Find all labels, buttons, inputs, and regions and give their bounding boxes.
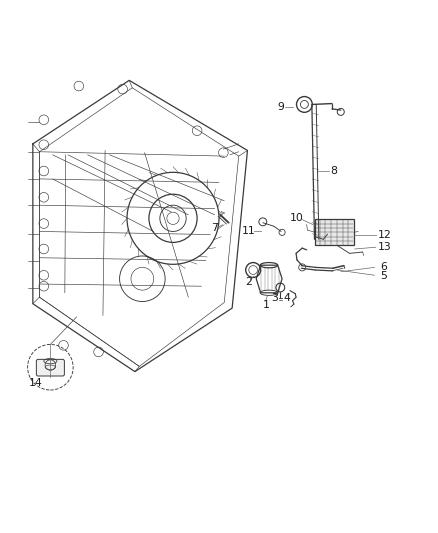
Text: 4: 4	[283, 293, 290, 303]
Text: 10: 10	[290, 213, 304, 223]
Bar	[315, 219, 354, 246]
Text: 13: 13	[378, 242, 392, 252]
Text: 2: 2	[245, 277, 252, 287]
Text: 7: 7	[211, 223, 218, 233]
Text: 14: 14	[29, 377, 43, 387]
Text: 11: 11	[242, 225, 256, 236]
FancyBboxPatch shape	[36, 359, 64, 376]
Text: 1: 1	[262, 300, 269, 310]
Text: 6: 6	[380, 262, 387, 272]
Text: 3: 3	[272, 293, 279, 303]
Text: 8: 8	[330, 166, 337, 176]
Text: 12: 12	[378, 230, 392, 240]
Text: 9: 9	[277, 102, 284, 111]
Text: 5: 5	[380, 271, 387, 281]
